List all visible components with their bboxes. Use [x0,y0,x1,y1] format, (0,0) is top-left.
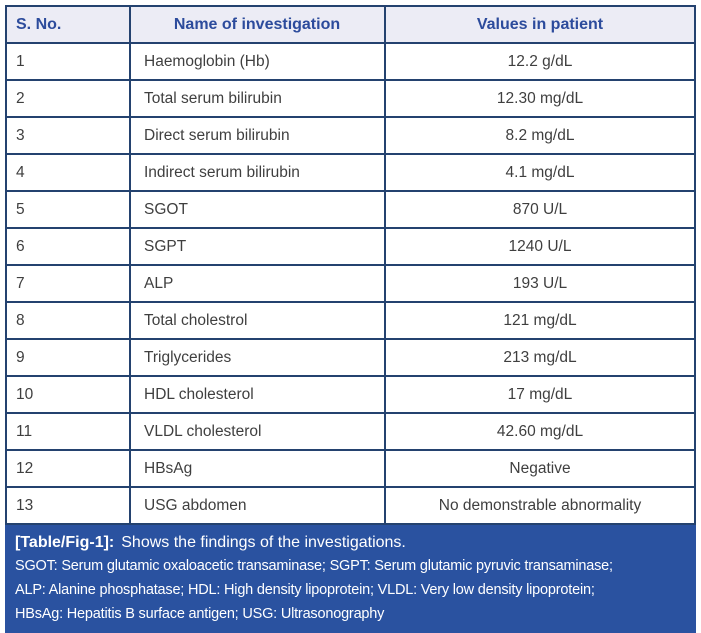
table-row: 7 ALP 193 U/L [5,264,696,303]
cell-value: 12.2 g/dL [384,42,696,81]
cell-name: SGPT [129,227,386,266]
cell-name: Indirect serum bilirubin [129,153,386,192]
caption-text: Shows the findings of the investigations… [121,534,406,551]
cell-value: 870 U/L [384,190,696,229]
col-header-value: Values in patient [384,5,696,44]
cell-name: HBsAg [129,449,386,488]
cell-sno: 1 [5,42,131,81]
cell-value: No demonstrable abnormality [384,486,696,525]
header-row: S. No. Name of investigation Values in p… [5,5,696,44]
cell-sno: 2 [5,79,131,118]
cell-value: 4.1 mg/dL [384,153,696,192]
cell-name: Total cholestrol [129,301,386,340]
table-row: 4 Indirect serum bilirubin 4.1 mg/dL [5,153,696,192]
cell-value: 12.30 mg/dL [384,79,696,118]
cell-value: 193 U/L [384,264,696,303]
table-row: 1 Haemoglobin (Hb) 12.2 g/dL [5,42,696,81]
table-row: 5 SGOT 870 U/L [5,190,696,229]
cell-value: 17 mg/dL [384,375,696,414]
cell-name: HDL cholesterol [129,375,386,414]
investigations-table: S. No. Name of investigation Values in p… [5,5,696,525]
cell-value: 121 mg/dL [384,301,696,340]
tablefig-1-figure: S. No. Name of investigation Values in p… [5,5,696,633]
table-row: 12 HBsAg Negative [5,449,696,488]
figure-label: [Table/Fig-1]: [15,534,115,551]
table-row: 2 Total serum bilirubin 12.30 mg/dL [5,79,696,118]
cell-name: ALP [129,264,386,303]
caption-line: [Table/Fig-1]: Shows the findings of the … [15,531,686,554]
cell-value: 1240 U/L [384,227,696,266]
table-row: 10 HDL cholesterol 17 mg/dL [5,375,696,414]
cell-name: Haemoglobin (Hb) [129,42,386,81]
caption-panel: [Table/Fig-1]: Shows the findings of the … [5,525,696,633]
cell-sno: 11 [5,412,131,451]
cell-sno: 4 [5,153,131,192]
cell-name: Triglycerides [129,338,386,377]
cell-sno: 9 [5,338,131,377]
cell-name: Direct serum bilirubin [129,116,386,155]
table-row: 3 Direct serum bilirubin 8.2 mg/dL [5,116,696,155]
table-row: 9 Triglycerides 213 mg/dL [5,338,696,377]
cell-sno: 12 [5,449,131,488]
table-row: 11 VLDL cholesterol 42.60 mg/dL [5,412,696,451]
cell-value: 213 mg/dL [384,338,696,377]
footnote-line-2: ALP: Alanine phosphatase; HDL: High dens… [15,582,595,598]
cell-sno: 13 [5,486,131,525]
footnote-line-1: SGOT: Serum glutamic oxaloacetic transam… [15,558,613,574]
cell-name: USG abdomen [129,486,386,525]
table-row: 13 USG abdomen No demonstrable abnormali… [5,486,696,525]
cell-value: 42.60 mg/dL [384,412,696,451]
cell-sno: 3 [5,116,131,155]
cell-name: VLDL cholesterol [129,412,386,451]
footnote-line-3: HBsAg: Hepatitis B surface antigen; USG:… [15,606,385,622]
cell-sno: 10 [5,375,131,414]
table-row: 6 SGPT 1240 U/L [5,227,696,266]
cell-sno: 6 [5,227,131,266]
table-row: 8 Total cholestrol 121 mg/dL [5,301,696,340]
cell-name: Total serum bilirubin [129,79,386,118]
cell-sno: 7 [5,264,131,303]
cell-sno: 5 [5,190,131,229]
cell-sno: 8 [5,301,131,340]
cell-value: Negative [384,449,696,488]
cell-value: 8.2 mg/dL [384,116,696,155]
cell-name: SGOT [129,190,386,229]
col-header-name: Name of investigation [129,5,386,44]
col-header-sno: S. No. [5,5,131,44]
